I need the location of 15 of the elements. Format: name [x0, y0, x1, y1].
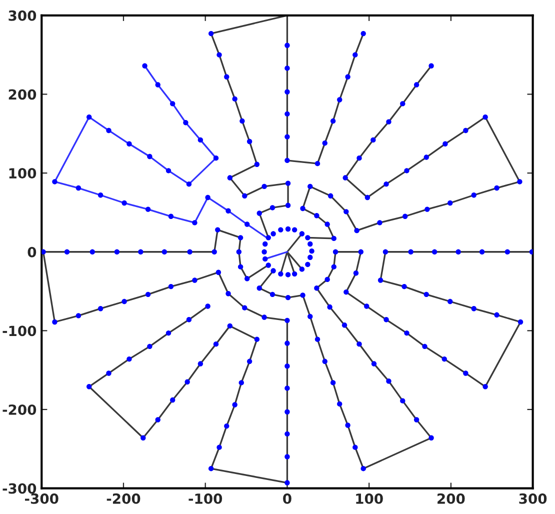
x-tick-label: -300: [25, 493, 58, 504]
x-tick-label: 100: [356, 493, 383, 504]
x-tick-label: -100: [188, 493, 222, 504]
x-tick-label: 200: [438, 493, 465, 504]
x-tick-label: 300: [519, 493, 547, 504]
x-tick-label: -200: [106, 493, 140, 504]
y-tick-label: 100: [9, 168, 36, 179]
y-tick-label: 200: [8, 89, 36, 100]
y-tick-label: 0: [28, 246, 36, 258]
y-tick-label: -100: [2, 326, 36, 336]
y-tick-label: 300: [8, 10, 36, 21]
y-tick-label: -300: [2, 483, 36, 494]
line-series: [42, 228, 288, 484]
y-tick-label: -200: [2, 404, 36, 415]
x-tick-label: 0: [283, 493, 292, 504]
